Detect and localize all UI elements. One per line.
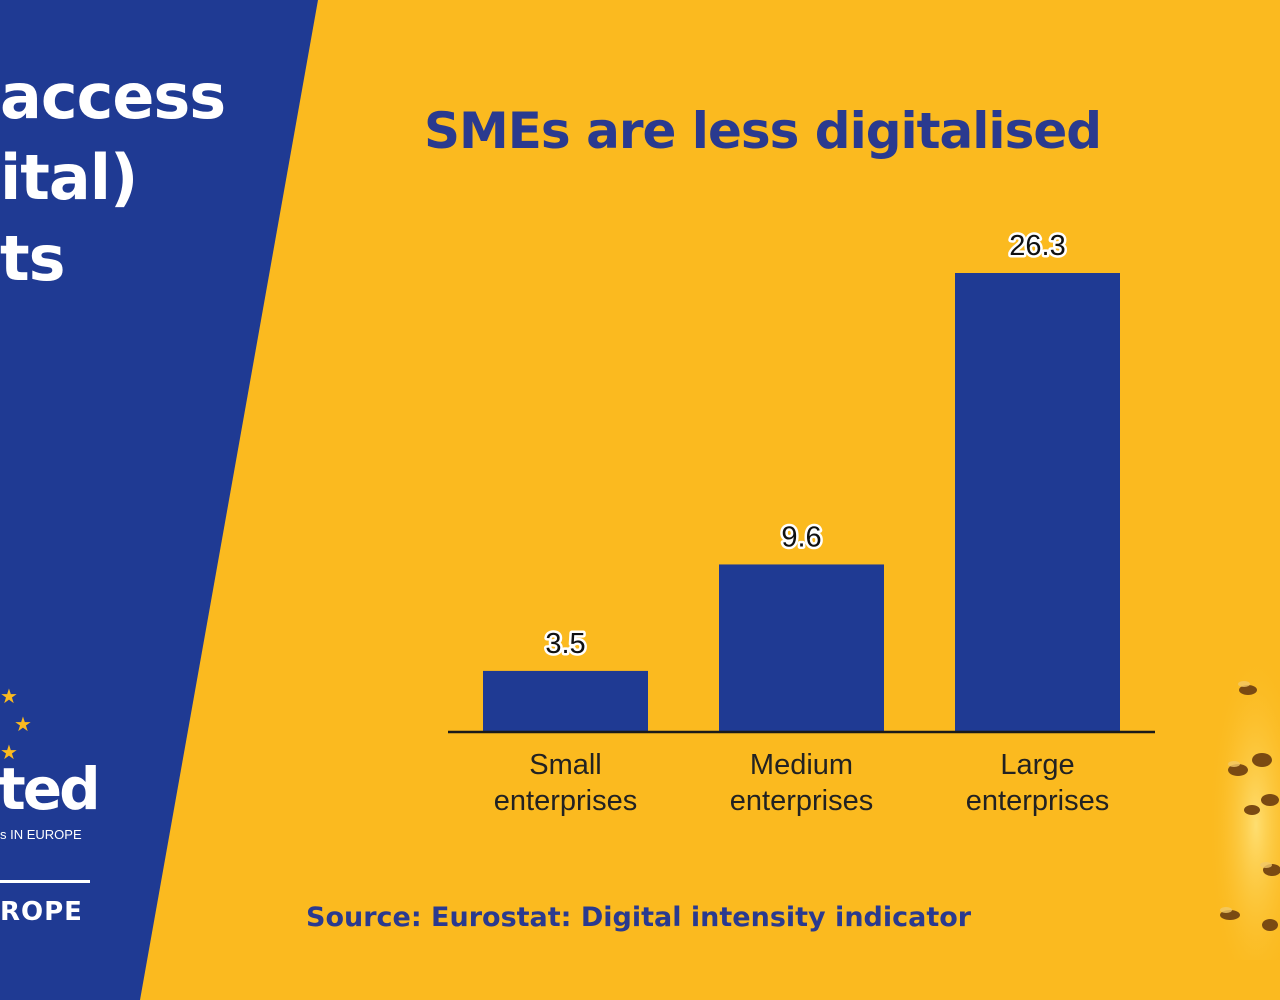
category-label: Small enterprises: [494, 749, 637, 817]
source-note: Source: Eurostat: Digital intensity indi…: [306, 902, 972, 933]
data-label: 26.3: [1009, 230, 1065, 262]
bar-chart: 3.5 Small enterprises 9.6 Medium enterprises 2…: [448, 228, 1155, 817]
category-label-line: enterprises: [730, 785, 873, 817]
category-label-line: enterprises: [966, 785, 1109, 817]
star-icon: ★: [0, 740, 18, 764]
category-label-line: Small: [529, 749, 602, 781]
star-icon: ★: [14, 712, 32, 736]
panel-heading-line-3: ts: [0, 222, 66, 295]
logo-wordmark: ted: [0, 755, 101, 823]
star-icon: ★: [0, 684, 18, 708]
category-label: Medium enterprises: [730, 749, 873, 817]
bar: [719, 564, 884, 732]
logo: ★ ★ ★ ted s IN EUROPE ROPE: [0, 680, 101, 940]
category-label-line: Medium: [750, 749, 853, 781]
panel-heading-line-2: ital): [0, 141, 138, 214]
logo-region-text: ROPE: [0, 897, 83, 927]
bar: [483, 670, 648, 732]
category-label-line: Large: [1000, 749, 1074, 781]
logo-divider: [0, 880, 90, 883]
data-label: 9.6: [781, 521, 821, 553]
data-label: 3.5: [545, 628, 585, 660]
category-label-line: enterprises: [494, 785, 637, 817]
category-label: Large enterprises: [966, 749, 1109, 817]
bar: [955, 273, 1120, 732]
panel-heading-line-1: access: [0, 60, 226, 133]
chart-title: SMEs are less digitalised: [424, 102, 1102, 160]
bee-swarm-decoration: [1200, 660, 1280, 960]
logo-tagline: s IN EUROPE: [0, 827, 82, 842]
